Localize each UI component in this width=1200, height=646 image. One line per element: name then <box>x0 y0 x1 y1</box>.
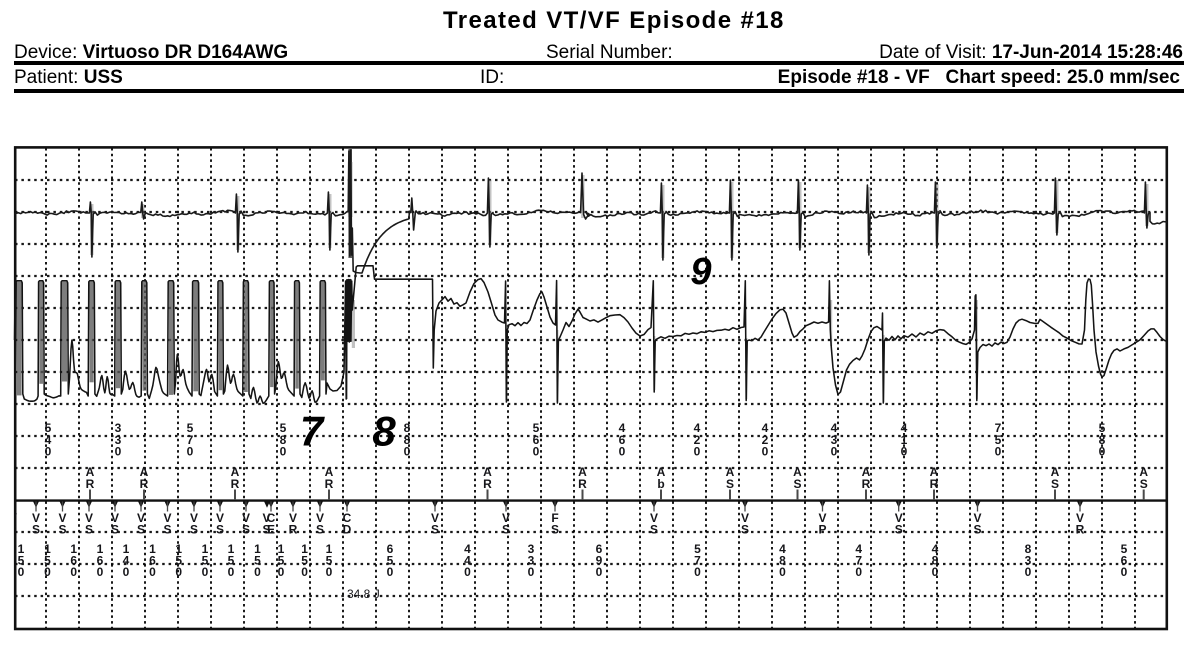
svg-text:AR: AR <box>862 465 871 491</box>
svg-text:150: 150 <box>44 542 51 579</box>
svg-text:160: 160 <box>70 542 77 579</box>
svg-text:Ab: Ab <box>657 465 666 491</box>
svg-text:470: 470 <box>855 542 862 579</box>
svg-text:VP: VP <box>818 511 826 537</box>
svg-text:460: 460 <box>619 421 626 458</box>
svg-text:150: 150 <box>254 542 261 579</box>
svg-text:150: 150 <box>278 542 285 579</box>
svg-text:VS: VS <box>316 511 324 537</box>
svg-text:AS: AS <box>1051 465 1060 491</box>
svg-text:VS: VS <box>895 511 903 537</box>
svg-text:7: 7 <box>300 408 325 455</box>
svg-text:S: S <box>9 523 17 537</box>
svg-text:8: 8 <box>372 408 396 455</box>
svg-text:750: 750 <box>995 421 1002 458</box>
svg-text:560: 560 <box>533 421 540 458</box>
svg-text:AR: AR <box>930 465 939 491</box>
svg-text:650: 650 <box>387 542 394 579</box>
svg-text:150: 150 <box>228 542 235 579</box>
svg-text:AR: AR <box>578 465 587 491</box>
svg-text:150: 150 <box>175 542 182 579</box>
svg-text:9: 9 <box>690 251 711 293</box>
svg-text:VS: VS <box>262 511 270 537</box>
svg-text:AR: AR <box>325 465 334 491</box>
svg-text:690: 690 <box>596 542 603 579</box>
svg-text:34.8 J: 34.8 J <box>347 587 380 601</box>
svg-text:AS: AS <box>793 465 802 491</box>
svg-text:420: 420 <box>694 421 701 458</box>
svg-text:420: 420 <box>762 421 769 458</box>
svg-text:150: 150 <box>202 542 209 579</box>
svg-text:VS: VS <box>242 511 250 537</box>
svg-text:570: 570 <box>694 542 701 579</box>
svg-text:VR: VR <box>1076 511 1085 537</box>
svg-text:VS: VS <box>741 511 749 537</box>
svg-text:580: 580 <box>280 421 287 458</box>
svg-text:480: 480 <box>932 542 939 579</box>
svg-text:AR: AR <box>231 465 240 491</box>
svg-text:VS: VS <box>216 511 224 537</box>
svg-text:440: 440 <box>464 542 471 579</box>
svg-text:VS: VS <box>190 511 198 537</box>
svg-text:AS: AS <box>1139 465 1148 491</box>
svg-text:VS: VS <box>58 511 66 537</box>
svg-text:VS: VS <box>163 511 171 537</box>
svg-text:150: 150 <box>301 542 308 579</box>
svg-text:160: 160 <box>149 542 156 579</box>
svg-text:410: 410 <box>901 421 908 458</box>
svg-text:140: 140 <box>123 542 130 579</box>
svg-text:AR: AR <box>86 465 95 491</box>
svg-text:560: 560 <box>1121 542 1128 579</box>
svg-text:VS: VS <box>85 511 93 537</box>
svg-text:330: 330 <box>115 421 122 458</box>
svg-text:330: 330 <box>528 542 535 579</box>
svg-text:430: 430 <box>831 421 838 458</box>
svg-text:150: 150 <box>18 542 25 579</box>
svg-text:VS: VS <box>32 511 40 537</box>
svg-text:VS: VS <box>111 511 119 537</box>
svg-text:AS: AS <box>726 465 735 491</box>
svg-text:570: 570 <box>187 421 194 458</box>
svg-text:160: 160 <box>97 542 104 579</box>
svg-text:VS: VS <box>502 511 510 537</box>
svg-text:VS: VS <box>137 511 145 537</box>
svg-text:880: 880 <box>404 421 411 458</box>
svg-text:150: 150 <box>326 542 333 579</box>
svg-text:830: 830 <box>1025 542 1032 579</box>
svg-text:V: V <box>9 511 17 525</box>
svg-text:VS: VS <box>431 511 439 537</box>
svg-text:CE: CE <box>267 511 276 537</box>
svg-text:AR: AR <box>140 465 149 491</box>
svg-text:580: 580 <box>1099 421 1106 458</box>
svg-text:CD: CD <box>343 511 352 537</box>
svg-text:VR: VR <box>289 511 298 537</box>
svg-text:480: 480 <box>779 542 786 579</box>
svg-text:540: 540 <box>45 421 52 458</box>
svg-text:AR: AR <box>483 465 492 491</box>
svg-text:FS: FS <box>551 511 559 537</box>
svg-text:VS: VS <box>973 511 981 537</box>
svg-text:VS: VS <box>650 511 658 537</box>
